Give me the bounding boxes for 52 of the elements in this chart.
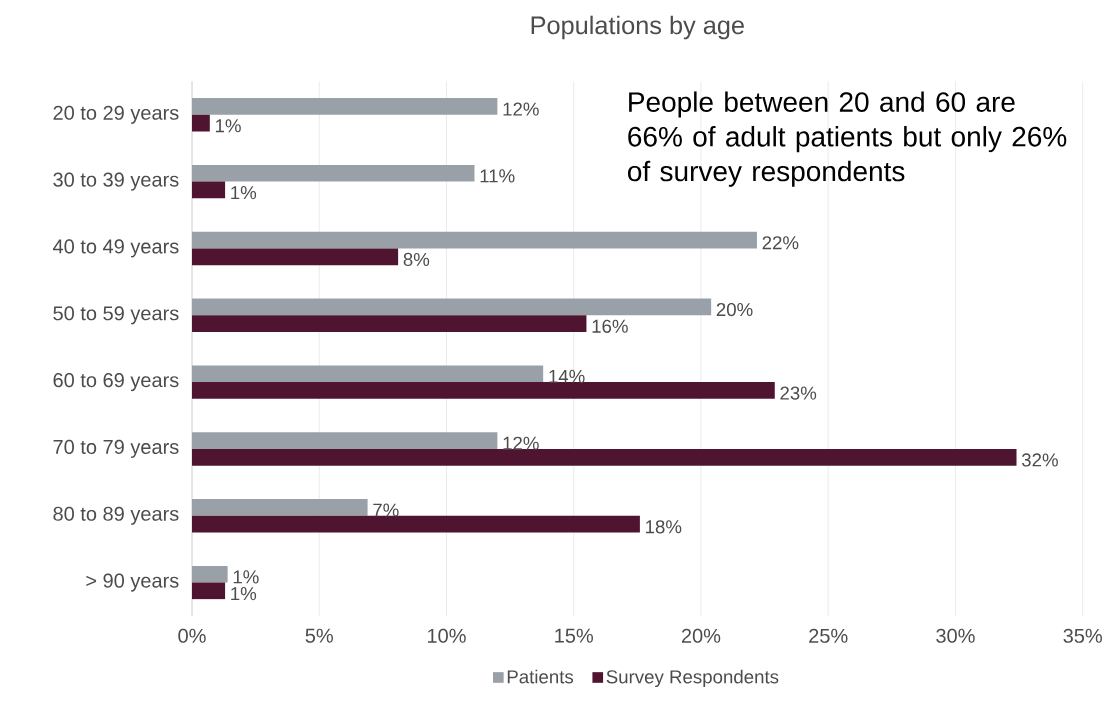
y-tick-label: 50 to 59 years — [53, 306, 179, 325]
bar — [192, 98, 498, 115]
chart-title: Populations by age — [531, 15, 744, 40]
x-tick-label: 10% — [427, 628, 466, 643]
bar — [192, 515, 640, 533]
x-tick-label: 5% — [305, 628, 333, 643]
x-tick-label: 0% — [178, 628, 206, 643]
y-tick-label: 60 to 69 years — [53, 373, 179, 392]
y-tick-label: 30 to 39 years — [53, 172, 179, 191]
bar — [192, 432, 498, 449]
data-label: 8% — [403, 252, 430, 267]
data-label: 1% — [215, 119, 241, 133]
bar — [192, 448, 1017, 466]
bar — [192, 382, 775, 399]
bar — [192, 114, 210, 132]
annotation: People between 20 and 60 are 66% of adult patients but only 26% of survey respondents — [628, 91, 1067, 187]
x-tick-label: 35% — [1063, 628, 1102, 643]
bar — [192, 582, 226, 600]
x-tick-label: 20% — [681, 628, 721, 643]
legend-label: Patients — [507, 669, 574, 684]
data-label: 14% — [549, 369, 585, 383]
bar — [192, 231, 757, 249]
data-label: 12% — [503, 436, 539, 450]
data-label: 20% — [716, 302, 753, 317]
y-tick-label: > 90 years — [86, 573, 179, 592]
data-label: 32% — [1021, 453, 1058, 467]
data-label: 18% — [646, 520, 682, 534]
data-label: 1% — [231, 186, 257, 200]
data-label: 22% — [762, 236, 799, 250]
bar — [192, 181, 226, 199]
data-label: 1% — [231, 587, 257, 601]
x-tick-label: 25% — [809, 628, 848, 643]
data-label: 16% — [592, 319, 628, 333]
data-label: 23% — [780, 386, 817, 400]
legend-label: Survey Respondents — [606, 669, 779, 688]
bar — [192, 248, 399, 266]
data-label: 12% — [503, 102, 539, 116]
data-label: 7% — [373, 503, 399, 517]
data-label: 11% — [480, 169, 515, 183]
bar — [192, 565, 228, 583]
x-tick-label: 30% — [936, 628, 975, 643]
bar — [192, 499, 368, 516]
x-tick-label: 15% — [555, 628, 594, 643]
y-tick-label: 20 to 29 years — [53, 105, 179, 124]
data-label: 1% — [233, 570, 259, 584]
y-tick-label: 80 to 89 years — [53, 506, 179, 525]
bar — [192, 365, 544, 383]
bar — [192, 315, 587, 332]
bar — [192, 164, 475, 182]
y-tick-label: 70 to 79 years — [53, 439, 179, 458]
y-tick-label: 40 to 49 years — [53, 239, 179, 258]
bar — [192, 298, 712, 316]
